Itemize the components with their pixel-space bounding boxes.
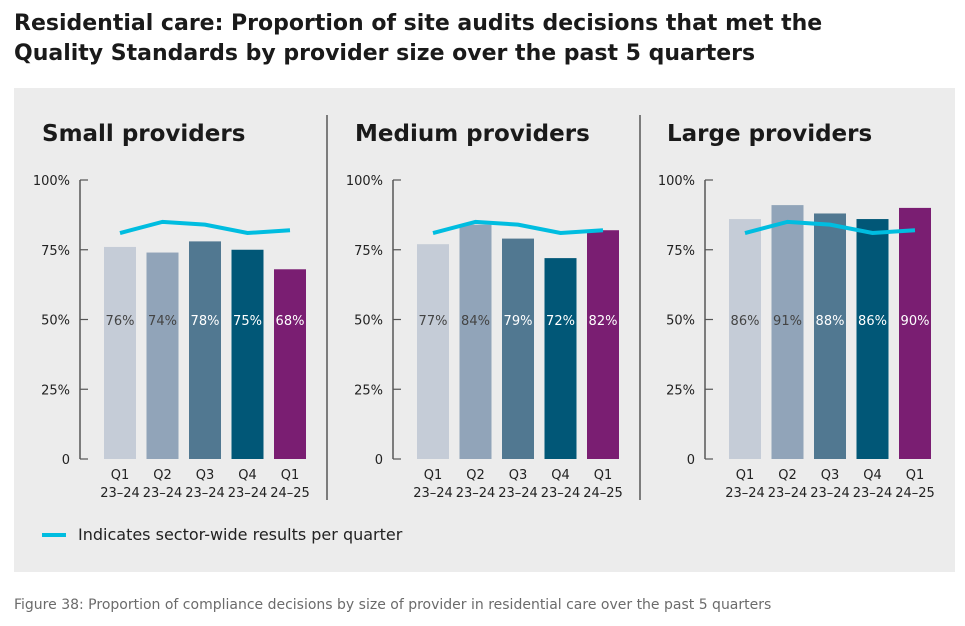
y-tick-label: 75% [41,244,70,259]
bar [814,213,846,459]
x-tick-label: 23–24 [853,486,893,501]
bar [899,207,931,459]
x-tick-label: Q4 [551,468,570,483]
x-tick-label: Q2 [153,468,172,483]
bar [417,244,449,459]
bar [274,269,306,459]
y-tick-label: 25% [354,383,383,398]
bar [459,224,492,459]
x-tick-label: 23–24 [228,486,268,501]
bar-label: 79% [504,314,533,329]
bar-label: 86% [858,314,887,329]
figure-caption: Figure 38: Proportion of compliance deci… [14,597,772,613]
y-tick-label: 0 [375,453,383,468]
bar [544,258,577,459]
bar [587,230,619,459]
bar [231,249,264,459]
x-tick-label: Q1 [906,468,925,483]
x-tick-label: 23–24 [143,486,183,501]
y-tick-label: 100% [346,174,383,189]
x-tick-label: 23–24 [100,486,140,501]
bar-label: 74% [148,314,177,329]
x-tick-label: Q1 [594,468,613,483]
legend-label: Indicates sector-wide results per quarte… [78,525,403,544]
bar [104,246,136,459]
y-tick-label: 0 [62,453,70,468]
x-tick-label: Q1 [736,468,755,483]
bar-label: 76% [106,314,135,329]
bar [771,205,804,459]
x-tick-label: 23–24 [541,486,581,501]
x-tick-label: Q1 [111,468,130,483]
y-tick-label: 50% [666,314,695,329]
bar [729,219,761,459]
bar [856,219,889,459]
chart-title: Residential care: Proportion of site aud… [14,11,823,66]
y-tick-label: 0 [687,453,695,468]
bar [189,241,221,459]
x-tick-label: 23–24 [810,486,850,501]
bar-label: 72% [546,314,575,329]
panel-title: Medium providers [355,121,590,147]
x-tick-label: 23–24 [413,486,453,501]
y-tick-label: 50% [41,314,70,329]
bar-label: 82% [589,314,618,329]
x-tick-label: 23–24 [725,486,765,501]
x-tick-label: Q2 [466,468,485,483]
x-tick-label: Q3 [509,468,528,483]
y-tick-label: 50% [354,314,383,329]
x-tick-label: Q4 [238,468,257,483]
x-tick-label: 23–24 [185,486,225,501]
x-tick-label: 24–25 [583,486,623,501]
bar-label: 75% [233,314,262,329]
x-tick-label: Q3 [821,468,840,483]
sector-line [744,219,916,236]
x-tick-label: 24–25 [270,486,310,501]
bar-label: 78% [191,314,220,329]
y-tick-label: 25% [666,383,695,398]
x-tick-label: Q1 [424,468,443,483]
bar-label: 91% [773,314,802,329]
sector-line [119,219,291,236]
bar [146,252,179,459]
sector-line [432,219,604,236]
y-tick-label: 75% [666,244,695,259]
x-tick-label: Q2 [778,468,797,483]
bar-label: 68% [276,314,305,329]
y-tick-label: 25% [41,383,70,398]
x-tick-label: 23–24 [456,486,496,501]
bar-label: 88% [816,314,845,329]
bar-label: 86% [731,314,760,329]
bar [502,238,534,459]
y-tick-label: 100% [33,174,70,189]
bar-label: 77% [419,314,448,329]
panel-title: Small providers [42,121,245,147]
x-tick-label: Q4 [863,468,882,483]
bar-label: 90% [901,314,930,329]
panel-title: Large providers [667,121,872,147]
y-tick-label: 75% [354,244,383,259]
x-tick-label: Q3 [196,468,215,483]
x-tick-label: 24–25 [895,486,935,501]
x-tick-label: 23–24 [498,486,538,501]
bar-label: 84% [461,314,490,329]
x-tick-label: Q1 [281,468,300,483]
y-tick-label: 100% [658,174,695,189]
x-tick-label: 23–24 [768,486,808,501]
